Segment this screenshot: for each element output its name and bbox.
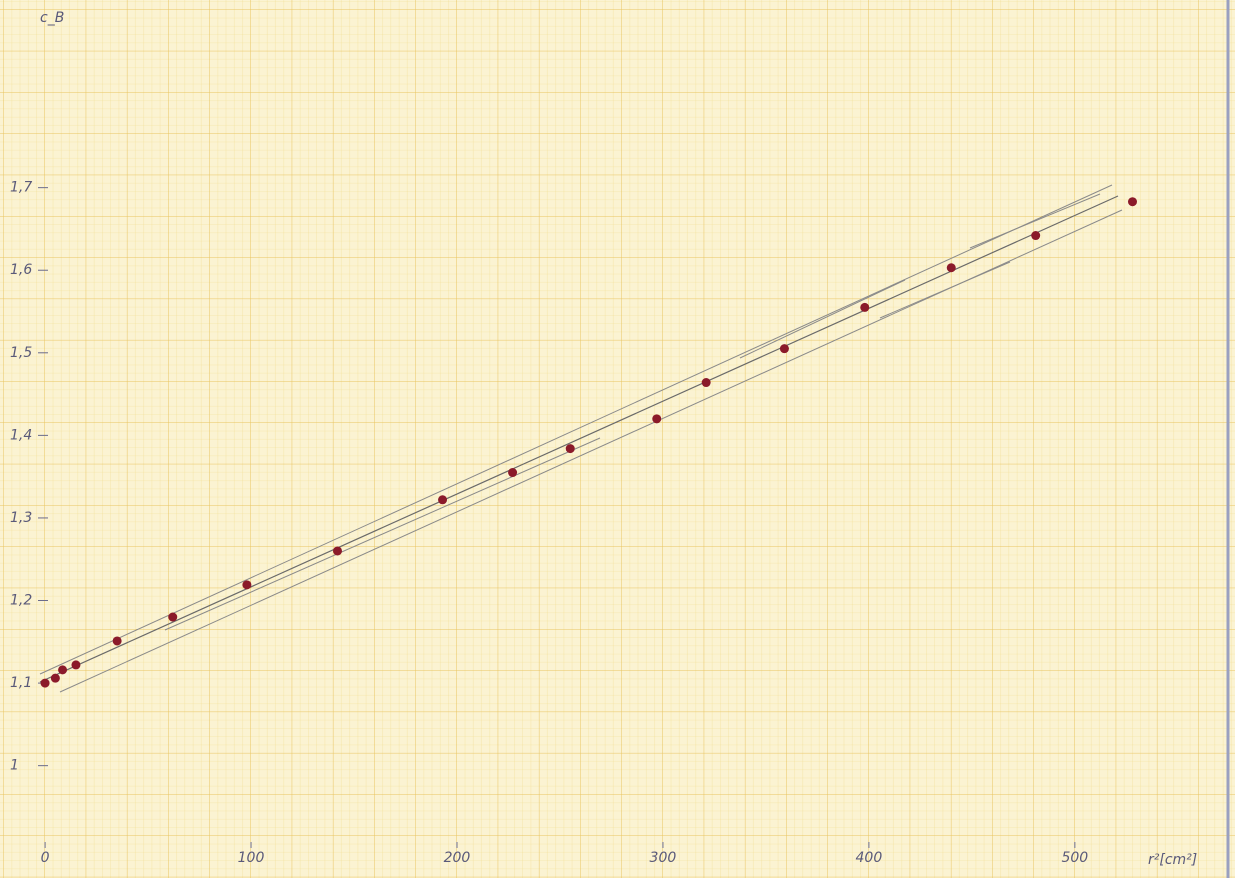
page: {"chart_data": {"type": "scatter", "y_la…: [0, 0, 1235, 878]
data-point: [780, 344, 789, 353]
x-tick-label: 500: [1061, 850, 1088, 866]
data-point: [168, 613, 177, 622]
y-tick-label: 1,1: [10, 675, 32, 691]
data-point: [113, 636, 122, 645]
data-point: [41, 679, 50, 688]
x-tick-label: 300: [650, 850, 677, 866]
x-tick-label: 400: [856, 850, 883, 866]
y-tick-label: 1,6: [10, 262, 32, 278]
data-point: [947, 263, 956, 272]
y-tick-label: 1,5: [10, 345, 32, 361]
data-point: [1128, 197, 1137, 206]
y-tick-label: 1,7: [10, 180, 32, 196]
data-point: [702, 378, 711, 387]
y-tick-label: 1,2: [10, 593, 32, 609]
data-point: [58, 665, 67, 674]
x-tick-label: 0: [41, 850, 50, 866]
x-tick-label: 200: [444, 850, 471, 866]
y-tick-label: 1,4: [10, 427, 32, 443]
chart: c_B r²[cm²] 1 1,1 1,2 1,3 1,4 1,5 1,6 1,7 0 100 20…: [0, 0, 1235, 878]
data-point: [71, 660, 80, 669]
y-tick-label: 1,3: [10, 510, 32, 526]
x-tick-label: 100: [238, 850, 265, 866]
data-point: [860, 303, 869, 312]
data-point: [508, 468, 517, 477]
data-point: [652, 414, 661, 423]
y-axis-label: c_B: [40, 10, 64, 26]
data-point: [438, 495, 447, 504]
data-point: [242, 580, 251, 589]
data-point: [333, 546, 342, 555]
data-point: [51, 674, 60, 683]
data-point: [566, 444, 575, 453]
y-tick-label: 1: [10, 758, 19, 774]
x-axis-label: r²[cm²]: [1148, 852, 1197, 868]
data-point: [1031, 231, 1040, 240]
